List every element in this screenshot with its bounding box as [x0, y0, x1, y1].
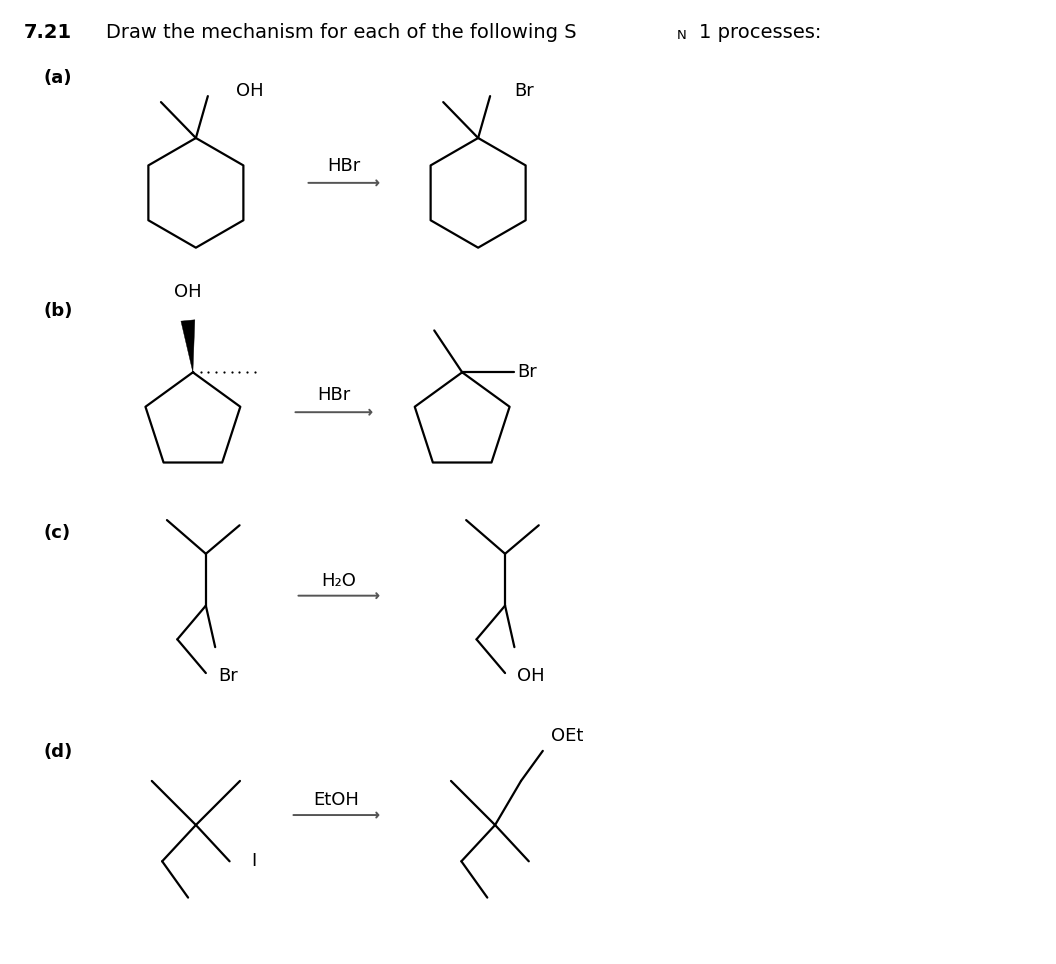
Text: OH: OH: [174, 282, 202, 301]
Text: N: N: [677, 29, 686, 42]
Text: (d): (d): [43, 743, 73, 762]
Text: OEt: OEt: [551, 727, 583, 745]
Text: Br: Br: [517, 363, 536, 382]
Polygon shape: [181, 320, 195, 372]
Text: HBr: HBr: [318, 387, 351, 404]
Text: EtOH: EtOH: [314, 791, 359, 809]
Text: OH: OH: [517, 667, 545, 685]
Text: HBr: HBr: [327, 157, 360, 174]
Text: H₂O: H₂O: [321, 572, 356, 590]
Text: OH: OH: [235, 82, 263, 100]
Text: I: I: [251, 852, 257, 870]
Text: (b): (b): [43, 302, 73, 319]
Text: (a): (a): [43, 69, 72, 87]
Text: 1 processes:: 1 processes:: [699, 23, 821, 42]
Text: Br: Br: [514, 82, 533, 100]
Text: (c): (c): [43, 523, 71, 542]
Text: Draw the mechanism for each of the following S: Draw the mechanism for each of the follo…: [106, 23, 577, 42]
Text: Br: Br: [219, 667, 238, 685]
Text: 7.21: 7.21: [23, 23, 72, 42]
